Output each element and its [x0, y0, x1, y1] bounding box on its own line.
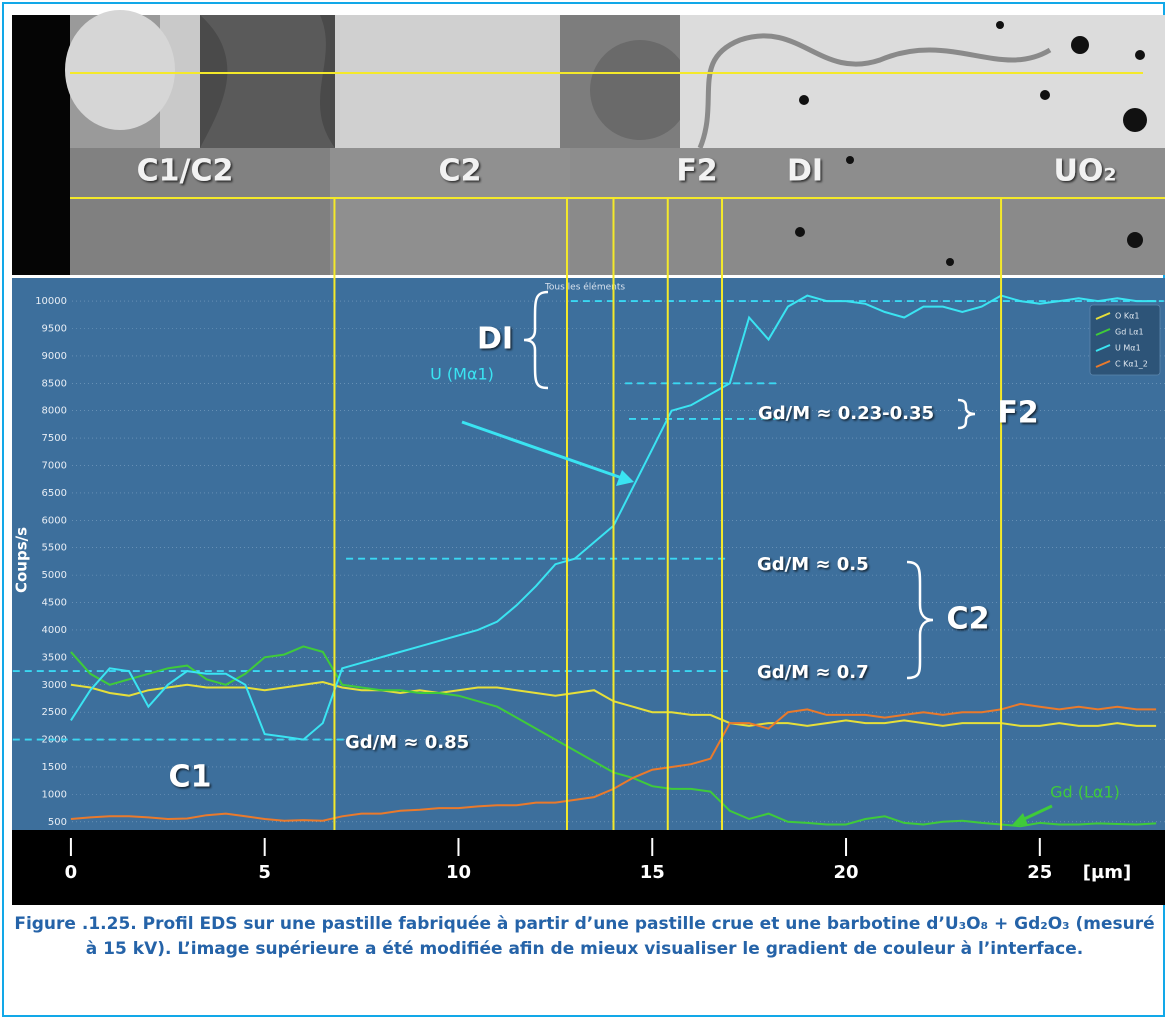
y-tick-label: 3000: [42, 680, 67, 691]
brace: [523, 290, 549, 390]
x-axis-label: [µm]: [1083, 862, 1131, 883]
annotation: C2: [947, 602, 990, 637]
y-tick-label: 5000: [42, 570, 67, 581]
plot-area: [12, 278, 1165, 830]
legend-label: C Kα1_2: [1115, 360, 1148, 369]
legend-swatch: [1095, 328, 1111, 336]
y-tick-label: 6000: [42, 515, 67, 526]
annotation: Gd/M ≈ 0.5: [757, 554, 869, 575]
y-tick-label: 10000: [35, 296, 67, 307]
arrow-head: [616, 470, 634, 486]
image-label: DI: [787, 154, 823, 189]
y-tick-label: 1500: [42, 762, 67, 773]
y-tick-label: 3500: [42, 652, 67, 663]
y-tick-label: 1000: [42, 789, 67, 800]
y-axis-label: Coups/s: [13, 527, 31, 593]
y-tick-label: 8000: [42, 406, 67, 417]
image-label: C1/C2: [137, 154, 234, 189]
y-tick-label: 2500: [42, 707, 67, 718]
y-tick-label: 7000: [42, 461, 67, 472]
chart-title: Tous les éléments: [544, 282, 625, 293]
annotation: Gd/M ≈ 0.23-0.35: [758, 403, 934, 424]
image-label: UO₂: [1053, 154, 1116, 189]
brace: [957, 398, 976, 430]
arrow: [1021, 804, 1053, 822]
micrograph: [12, 10, 1165, 275]
annotation: Gd/M ≈ 0.7: [757, 662, 869, 683]
legend-label: U Mα1: [1115, 344, 1141, 353]
x-tick-label: 25: [1027, 862, 1052, 883]
y-tick-label: 6500: [42, 488, 67, 499]
x-axis-band: [12, 830, 1165, 905]
brace: [906, 560, 934, 680]
x-tick-label: 10: [446, 862, 471, 883]
legend-label: Gd Lα1: [1115, 328, 1144, 337]
annotation: Gd (Lα1): [1050, 783, 1120, 802]
x-tick-label: 0: [65, 862, 78, 883]
annotation: C1: [169, 760, 212, 795]
legend-box: [1089, 304, 1161, 376]
y-tick-label: 8500: [42, 378, 67, 389]
y-tick-label: 9500: [42, 323, 67, 334]
x-tick-label: 20: [834, 862, 859, 883]
y-tick-label: 4500: [42, 598, 67, 609]
image-label: F2: [676, 154, 717, 189]
annotation: DI: [477, 322, 513, 357]
annotation: F2: [997, 396, 1038, 431]
y-tick-label: 9000: [42, 351, 67, 362]
legend-swatch: [1095, 360, 1111, 368]
chart: 5001000150020002500300035004000450050005…: [12, 10, 1165, 905]
y-tick-label: 4000: [42, 625, 67, 636]
x-tick-label: 5: [258, 862, 271, 883]
legend-swatch: [1095, 312, 1111, 320]
annotation: Gd/M ≈ 0.85: [345, 732, 469, 753]
image-label: C2: [439, 154, 482, 189]
caption: Figure .1.25. Profil EDS sur une pastill…: [14, 914, 1155, 959]
y-tick-label: 7500: [42, 433, 67, 444]
arrow: [461, 420, 623, 480]
y-tick-label: 5500: [42, 543, 67, 554]
annotation: U (Mα1): [430, 365, 494, 384]
legend-swatch: [1095, 344, 1111, 352]
legend-label: O Kα1: [1115, 312, 1139, 321]
arrow-head: [1012, 813, 1028, 825]
x-tick-label: 15: [640, 862, 665, 883]
y-tick-label: 500: [48, 817, 67, 828]
